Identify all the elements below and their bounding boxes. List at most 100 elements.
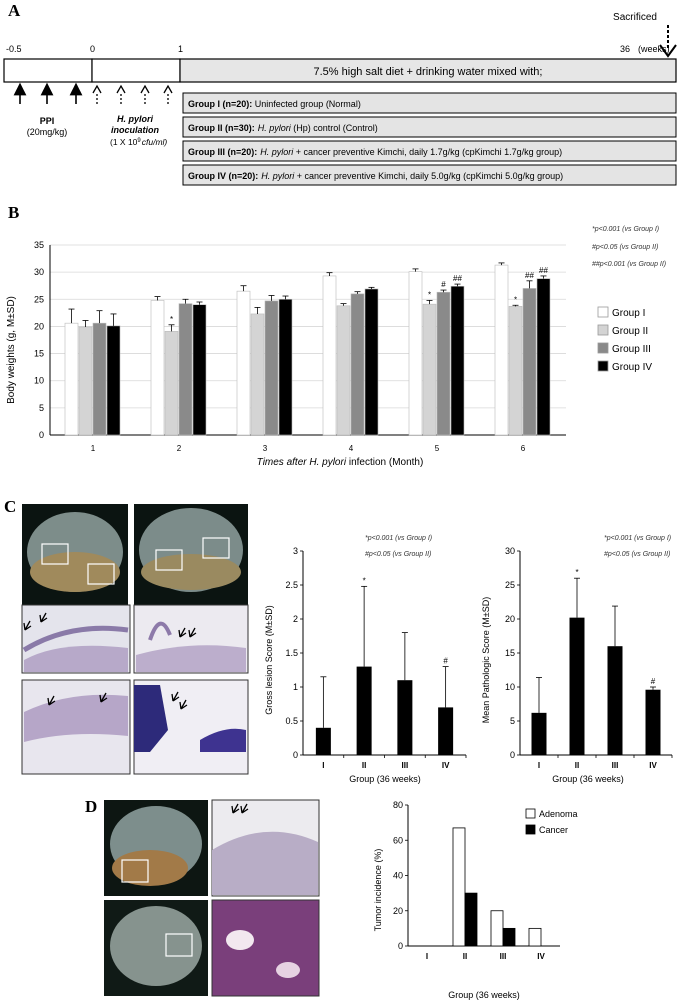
bar	[322, 275, 337, 436]
bar	[422, 303, 437, 436]
bar	[278, 298, 293, 436]
histology-tissue	[134, 685, 168, 752]
legend-swatch	[597, 306, 609, 318]
stat-note: *p<0.001 (vs Group I)	[365, 535, 432, 542]
significance-mark: *	[575, 568, 578, 577]
significance-mark: *	[363, 576, 366, 585]
bar	[92, 322, 107, 436]
significance-mark: ##	[453, 274, 462, 283]
group-box	[182, 164, 677, 186]
bar	[192, 304, 207, 436]
y-tick-label: 80	[393, 800, 403, 810]
x-tick-label: IV	[442, 761, 450, 770]
bar	[536, 278, 551, 436]
legend-label: Group II	[612, 326, 648, 337]
group-species: H. pylori	[258, 123, 292, 133]
stat-note: ##p<0.001 (vs Group II)	[592, 261, 666, 268]
y-tick-label: 15	[505, 648, 515, 658]
group-box	[182, 116, 677, 138]
legend-swatch	[597, 324, 609, 336]
histology-tissue	[24, 645, 128, 672]
group-boxes: Group I (n=20): Uninfected group (Normal…	[182, 92, 677, 186]
arrow-icon	[188, 627, 197, 638]
x-tick-label: I	[322, 761, 324, 770]
bar	[607, 646, 623, 755]
stomach-tissue	[112, 850, 188, 886]
legend-label: Adenoma	[539, 809, 578, 819]
arrow-icon	[47, 695, 56, 706]
bar	[78, 326, 93, 436]
y-tick-label: 10	[505, 682, 515, 692]
x-tick-label: IV	[537, 952, 545, 961]
bar	[508, 306, 523, 436]
bar	[236, 290, 251, 436]
arrow-icon	[231, 803, 240, 814]
stat-note: #p<0.05 (vs Group II)	[592, 244, 658, 251]
path-ylabel: Mean Pathologic Score (M±SD)	[481, 597, 491, 724]
bar	[178, 303, 193, 436]
gross-ylabel: Gross lesion Score (M±SD)	[264, 605, 274, 714]
x-tick-label: 3	[263, 444, 268, 453]
legend-label: Group IV	[612, 362, 652, 373]
xlabel-prefix: Times after	[257, 457, 310, 468]
bar	[645, 689, 661, 755]
timeline-tick-neg: -0.5	[6, 44, 22, 54]
group-box-text: Group II (n=30): H. pylori (Hp) control (…	[188, 123, 378, 133]
ppi-arrows	[13, 82, 83, 104]
significance-mark: *	[514, 295, 517, 304]
legend-label: Group III	[612, 344, 651, 355]
gross-lesion-chart: 00.511.522.53I*II III#IV	[285, 546, 467, 770]
panel-a-letter: A	[8, 1, 21, 20]
histology-tissue	[212, 831, 318, 895]
y-tick-label: 0.5	[285, 716, 298, 726]
bar	[408, 271, 423, 436]
sacrificed-arrowhead-icon	[659, 44, 677, 58]
xlabel-species: H. pylori	[309, 457, 346, 468]
chart-b-xlabel: Times after H. pylori infection (Month)	[257, 457, 424, 468]
x-tick-label: I	[426, 952, 428, 961]
stat-note: #p<0.05 (vs Group II)	[365, 551, 431, 558]
x-tick-label: 5	[435, 444, 440, 453]
y-tick-label: 2	[293, 614, 298, 624]
hp-dose: (1 X 10	[110, 137, 138, 147]
bar	[464, 892, 478, 947]
legend-label: Cancer	[539, 825, 568, 835]
bar	[397, 680, 413, 755]
y-tick-label: 60	[393, 835, 403, 845]
gross-xlabel: Group (36 weeks)	[349, 774, 421, 784]
histology-tissue	[276, 962, 300, 978]
histology-tissue	[148, 621, 172, 641]
histology-tissue	[226, 930, 254, 950]
bar	[452, 827, 466, 947]
chart-d-legend: Adenoma Cancer	[525, 808, 578, 835]
legend-swatch	[525, 808, 536, 819]
histology-arrows	[23, 612, 197, 710]
y-tick-label: 1.5	[285, 648, 298, 658]
roi-box	[155, 549, 183, 571]
bar	[315, 727, 331, 755]
significance-mark: *	[170, 315, 173, 324]
chart-d-xlabel: Group (36 weeks)	[448, 990, 520, 1000]
gross-stomach-photos	[22, 504, 248, 608]
x-tick-label: III	[500, 952, 507, 961]
group-box-text: Group IV (n=20): H. pylori + cancer preve…	[188, 171, 563, 181]
panel-b-letter: B	[8, 203, 19, 222]
y-tick-label: 30	[34, 267, 44, 277]
bar	[490, 910, 504, 947]
ppi-label: PPI	[40, 116, 55, 126]
arrow-icon	[179, 699, 188, 710]
arrow-icon	[99, 692, 108, 703]
bar	[106, 325, 121, 436]
y-tick-label: 5	[39, 403, 44, 413]
x-tick-label: 4	[349, 444, 354, 453]
significance-mark: #	[441, 280, 446, 289]
timeline-diet-segment	[179, 58, 677, 83]
group-species: H. pylori	[260, 147, 294, 157]
bar	[494, 264, 509, 436]
group-desc: + cancer preventive Kimchi, daily 1.7g/k…	[293, 147, 562, 157]
significance-mark: #	[443, 657, 448, 666]
roi-box	[165, 933, 193, 957]
y-tick-label: 25	[34, 294, 44, 304]
